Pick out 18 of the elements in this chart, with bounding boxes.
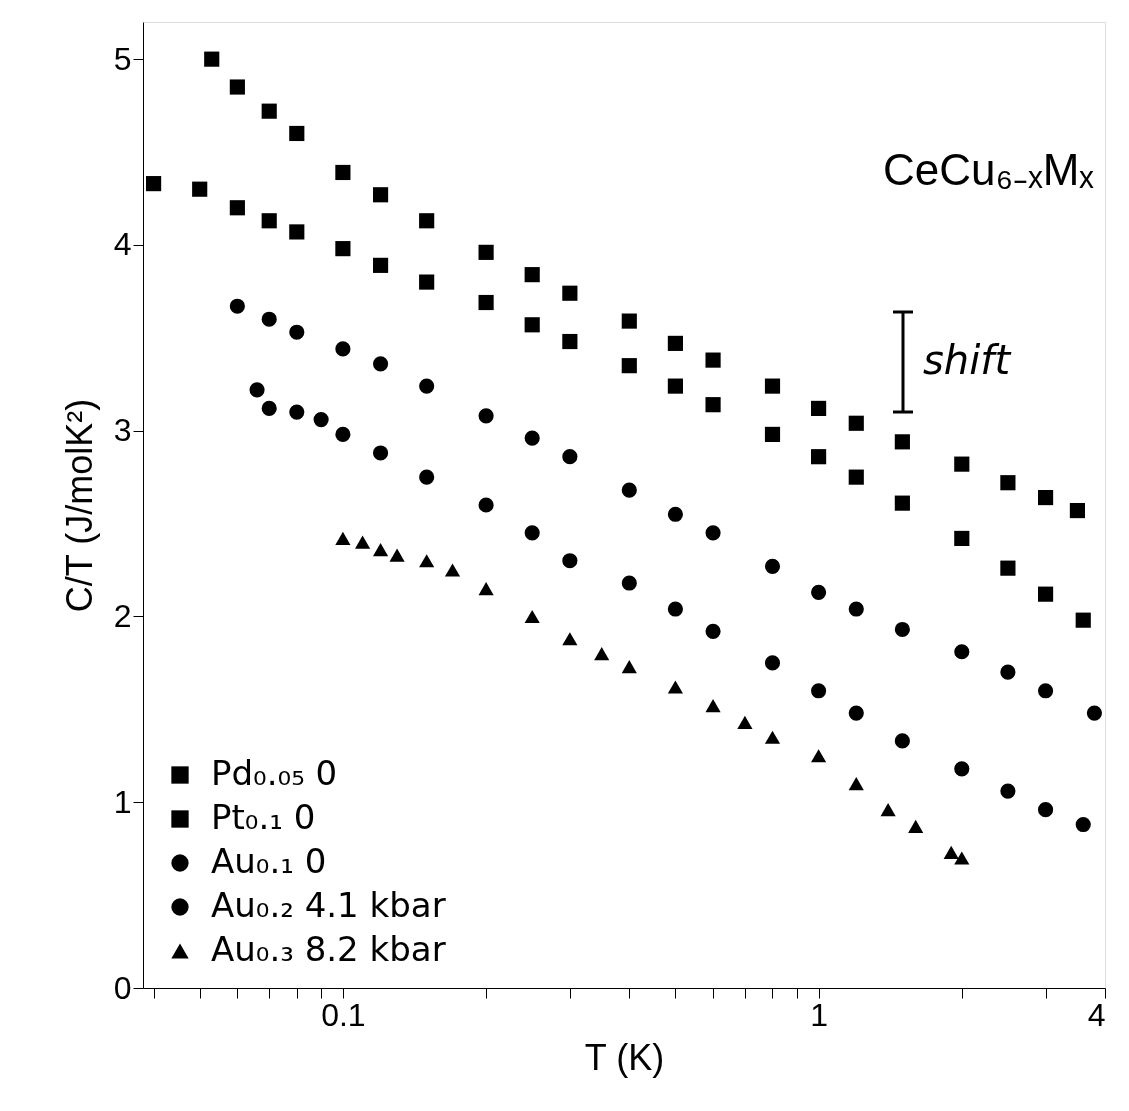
y-axis-title: C/T (J/molK²) [58,398,100,613]
legend-label: Au₀.₂ 4.1 kbar [211,885,446,925]
legend-label: Au₀.₃ 8.2 kbar [211,929,446,969]
y-tick-label: 2 [113,597,132,634]
legend-label: Au₀.₁ 0 [211,841,327,881]
annotation: shift [923,337,1012,383]
x-axis-title: T (K) [584,1036,665,1078]
annotation: CeCu₆₋ₓMₓ [883,145,1095,194]
y-tick-label: 4 [113,226,132,263]
legend-label: Pt₀.₁ 0 [211,797,316,837]
y-tick-label: 5 [113,40,132,77]
legend-label: Pd₀.₀₅ 0 [211,753,338,793]
x-tick-label: 4 [1087,996,1106,1033]
x-tick-label: 1 [810,996,828,1033]
y-tick-label: 1 [113,783,132,820]
x-tick-label: 0.1 [321,996,366,1033]
y-tick-label: 0 [113,969,132,1006]
y-tick-label: 3 [113,412,132,449]
